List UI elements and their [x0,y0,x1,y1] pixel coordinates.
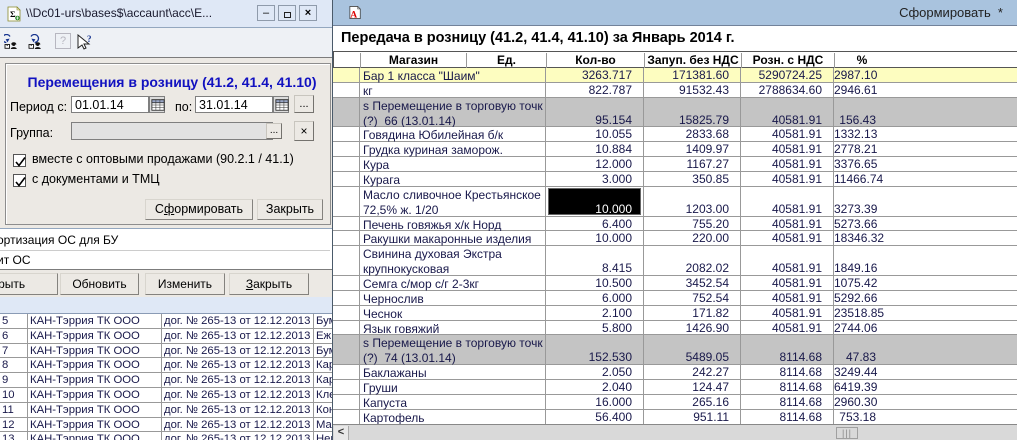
svg-text:?: ? [87,34,92,44]
svg-text:A: A [350,10,357,19]
svg-text:Σ: Σ [10,9,16,19]
